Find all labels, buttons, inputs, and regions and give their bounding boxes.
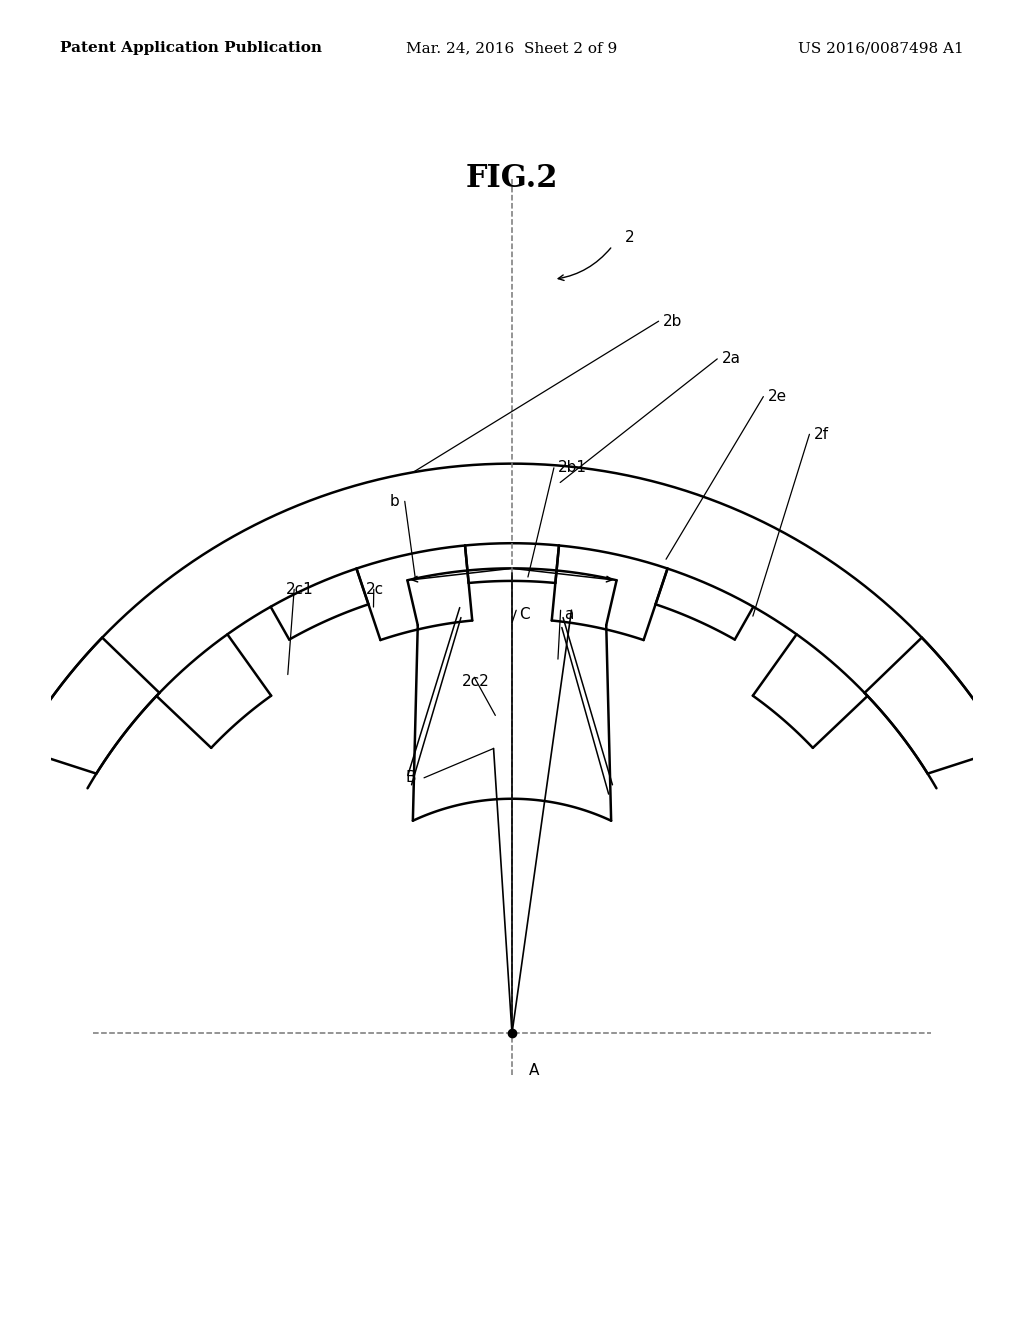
Text: b: b: [389, 494, 399, 508]
Text: B: B: [406, 771, 416, 785]
Text: 2b: 2b: [663, 314, 682, 329]
Text: FIG.2: FIG.2: [466, 164, 558, 194]
Text: 2: 2: [625, 230, 635, 246]
Text: 2c2: 2c2: [462, 675, 489, 689]
Text: 2b1: 2b1: [558, 461, 587, 475]
Text: 2c: 2c: [366, 582, 384, 597]
Text: C: C: [519, 607, 529, 622]
Text: 2c1: 2c1: [286, 582, 313, 597]
Text: 2e: 2e: [768, 389, 786, 404]
Text: a: a: [564, 607, 573, 622]
Text: US 2016/0087498 A1: US 2016/0087498 A1: [799, 41, 964, 55]
Text: Mar. 24, 2016  Sheet 2 of 9: Mar. 24, 2016 Sheet 2 of 9: [407, 41, 617, 55]
Text: 2a: 2a: [722, 351, 740, 367]
Text: Patent Application Publication: Patent Application Publication: [60, 41, 322, 55]
Text: 2f: 2f: [814, 426, 828, 442]
Text: A: A: [528, 1063, 539, 1077]
